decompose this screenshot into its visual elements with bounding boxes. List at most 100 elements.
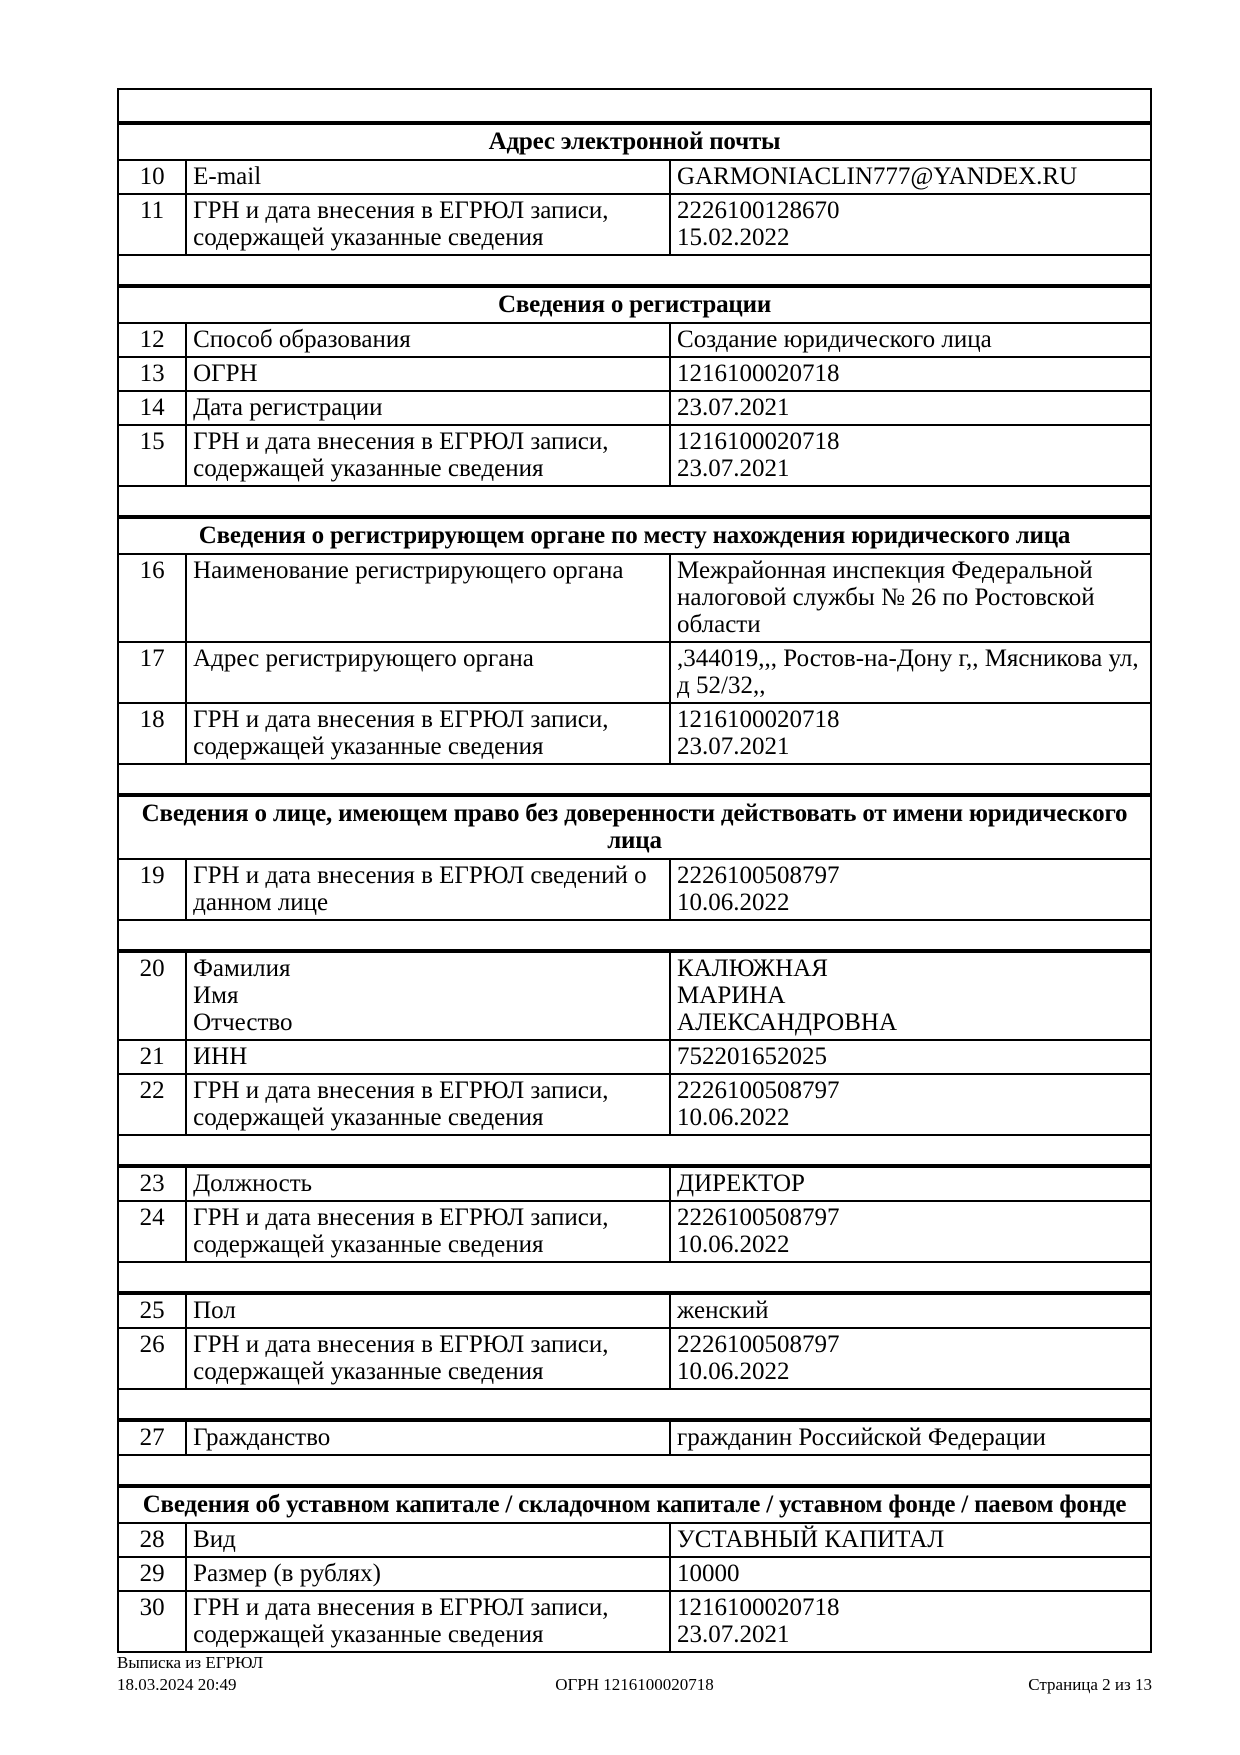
table-row: 18 ГРН и дата внесения в ЕГРЮЛ записи, с… — [116, 702, 1152, 765]
row-label: Дата регистрации — [185, 390, 672, 426]
section-table: Сведения о лице, имеющем право без довер… — [116, 793, 1152, 921]
section-title: Сведения о регистрации — [117, 285, 1152, 324]
table-row: 23 Должность ДИРЕКТОР — [116, 1165, 1152, 1202]
table-row: 19 ГРН и дата внесения в ЕГРЮЛ сведений … — [116, 858, 1152, 921]
section-gap — [117, 88, 1152, 121]
table-row: 10 E-mail GARMONIACLIN777@YANDEX.RU — [116, 159, 1152, 195]
row-label: Гражданство — [185, 1419, 672, 1456]
footer-datetime: 18.03.2024 20:49 — [117, 1675, 237, 1694]
row-value: 1216100020718 — [669, 356, 1152, 392]
row-label: ГРН и дата внесения в ЕГРЮЛ сведений о д… — [185, 858, 672, 921]
row-number: 17 — [116, 641, 188, 704]
row-label: ГРН и дата внесения в ЕГРЮЛ записи, соде… — [185, 1327, 672, 1390]
row-label: ГРН и дата внесения в ЕГРЮЛ записи, соде… — [185, 1073, 672, 1136]
row-label: Наименование регистрирующего органа — [185, 553, 672, 643]
row-label: Пол — [185, 1292, 672, 1329]
row-label: Должность — [185, 1165, 672, 1202]
section-table: Сведения об уставном капитале / складочн… — [116, 1484, 1152, 1653]
section-table: Сведения о регистрирующем органе по мест… — [116, 515, 1152, 765]
row-number: 16 — [116, 553, 188, 643]
section-header-row: Сведения о лице, имеющем право без довер… — [117, 794, 1152, 860]
section-header-row: Адрес электронной почты — [117, 122, 1152, 161]
table-row: 20 Фамилия Имя Отчество КАЛЮЖНАЯ МАРИНА … — [116, 950, 1152, 1041]
section-header-row: Сведения о регистрирующем органе по мест… — [117, 516, 1152, 555]
table-row: 27 Гражданство гражданин Российской Феде… — [116, 1419, 1152, 1456]
row-label: Способ образования — [185, 322, 672, 358]
table-row: 14 Дата регистрации 23.07.2021 — [116, 390, 1152, 426]
section-table: 23 Должность ДИРЕКТОР 24 ГРН и дата внес… — [116, 1164, 1152, 1263]
row-value: 1216100020718 23.07.2021 — [669, 1590, 1152, 1653]
table-row: 25 Пол женский — [116, 1292, 1152, 1329]
page-footer: Выписка из ЕГРЮЛ 18.03.2024 20:49 ОГРН 1… — [117, 1652, 1152, 1698]
section-title: Сведения о лице, имеющем право без довер… — [117, 794, 1152, 860]
row-value: 2226100508797 10.06.2022 — [669, 858, 1152, 921]
row-label: ГРН и дата внесения в ЕГРЮЛ записи, соде… — [185, 424, 672, 487]
row-label: Вид — [185, 1522, 672, 1558]
row-number: 30 — [116, 1590, 188, 1653]
row-number: 27 — [116, 1419, 188, 1456]
section-table: Адрес электронной почты 10 E-mail GARMON… — [116, 121, 1152, 256]
row-value: женский — [669, 1292, 1152, 1329]
row-number: 26 — [116, 1327, 188, 1390]
row-value: 1216100020718 23.07.2021 — [669, 424, 1152, 487]
table-row: 26 ГРН и дата внесения в ЕГРЮЛ записи, с… — [116, 1327, 1152, 1390]
row-number: 20 — [116, 950, 188, 1041]
row-number: 24 — [116, 1200, 188, 1263]
table-row: 16 Наименование регистрирующего органа М… — [116, 553, 1152, 643]
table-row: 17 Адрес регистрирующего органа ,344019,… — [116, 641, 1152, 704]
row-number: 28 — [116, 1522, 188, 1558]
row-number: 25 — [116, 1292, 188, 1329]
row-label: ГРН и дата внесения в ЕГРЮЛ записи, соде… — [185, 1200, 672, 1263]
table-row: 12 Способ образования Создание юридическ… — [116, 322, 1152, 358]
row-value: 2226100508797 10.06.2022 — [669, 1327, 1152, 1390]
row-value: гражданин Российской Федерации — [669, 1419, 1152, 1456]
row-value: 23.07.2021 — [669, 390, 1152, 426]
section-gap — [117, 1390, 1152, 1418]
row-number: 29 — [116, 1556, 188, 1592]
section-title: Сведения о регистрирующем органе по мест… — [117, 516, 1152, 555]
section-title: Адрес электронной почты — [117, 122, 1152, 161]
row-number: 13 — [116, 356, 188, 392]
section-gap — [117, 256, 1152, 284]
row-number: 19 — [116, 858, 188, 921]
footer-page-number: Страница 2 из 13 — [1028, 1675, 1152, 1694]
row-number: 18 — [116, 702, 188, 765]
section-gap — [117, 1136, 1152, 1164]
row-value: УСТАВНЫЙ КАПИТАЛ — [669, 1522, 1152, 1558]
section-title: Сведения об уставном капитале / складочн… — [117, 1485, 1152, 1524]
section-gap — [117, 1263, 1152, 1291]
row-number: 23 — [116, 1165, 188, 1202]
row-value: Создание юридического лица — [669, 322, 1152, 358]
row-value: 1216100020718 23.07.2021 — [669, 702, 1152, 765]
table-row: 13 ОГРН 1216100020718 — [116, 356, 1152, 392]
row-label: ГРН и дата внесения в ЕГРЮЛ записи, соде… — [185, 702, 672, 765]
section-gap — [117, 921, 1152, 949]
table-row: 22 ГРН и дата внесения в ЕГРЮЛ записи, с… — [116, 1073, 1152, 1136]
document-table: Адрес электронной почты 10 E-mail GARMON… — [116, 88, 1152, 1653]
row-label: Размер (в рублях) — [185, 1556, 672, 1592]
section-table: Сведения о регистрации 12 Способ образов… — [116, 284, 1152, 487]
table-row: 11 ГРН и дата внесения в ЕГРЮЛ записи, с… — [116, 193, 1152, 256]
row-number: 15 — [116, 424, 188, 487]
row-value: 2226100508797 10.06.2022 — [669, 1200, 1152, 1263]
footer-doc-type: Выписка из ЕГРЮЛ — [117, 1653, 264, 1672]
row-number: 10 — [116, 159, 188, 195]
table-row: 30 ГРН и дата внесения в ЕГРЮЛ записи, с… — [116, 1590, 1152, 1653]
row-value: GARMONIACLIN777@YANDEX.RU — [669, 159, 1152, 195]
row-value: 10000 — [669, 1556, 1152, 1592]
section-table: 27 Гражданство гражданин Российской Феде… — [116, 1418, 1152, 1456]
row-number: 11 — [116, 193, 188, 256]
row-value: 2226100128670 15.02.2022 — [669, 193, 1152, 256]
row-label: ОГРН — [185, 356, 672, 392]
section-header-row: Сведения об уставном капитале / складочн… — [117, 1485, 1152, 1524]
table-row: 15 ГРН и дата внесения в ЕГРЮЛ записи, с… — [116, 424, 1152, 487]
row-number: 14 — [116, 390, 188, 426]
row-value: Межрайонная инспекция Федеральной налого… — [669, 553, 1152, 643]
row-number: 21 — [116, 1039, 188, 1075]
section-gap — [117, 487, 1152, 515]
section-gap — [117, 1456, 1152, 1484]
row-label: Фамилия Имя Отчество — [185, 950, 672, 1041]
footer-doc-info: Выписка из ЕГРЮЛ 18.03.2024 20:49 — [117, 1652, 263, 1696]
row-label: ГРН и дата внесения в ЕГРЮЛ записи, соде… — [185, 193, 672, 256]
